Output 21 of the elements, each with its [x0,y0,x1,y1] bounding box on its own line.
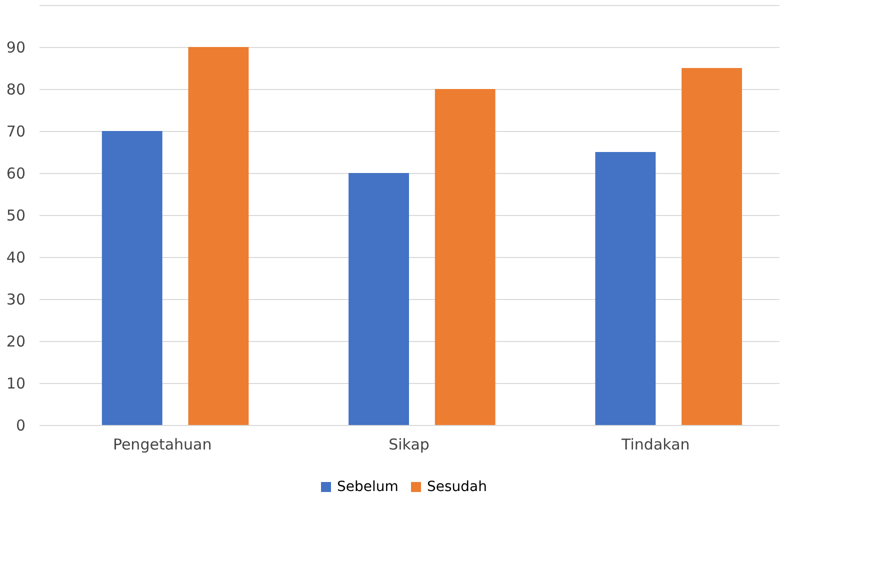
x-tick-label: Tindakan [620,436,690,454]
y-tick-label: 80 [6,80,26,98]
bar [434,89,496,425]
bar [102,131,162,425]
x-tick-label: Sikap [388,436,430,454]
y-tick-label: 30 [6,290,26,308]
bar [595,152,656,425]
y-tick-label: 90 [6,38,26,56]
y-tick-label: 40 [6,248,26,266]
y-tick-label: 60 [6,164,26,182]
legend-label: Sesudah [427,479,488,495]
bar [348,173,409,425]
bar [188,47,249,425]
legend-label: Sebelum [337,479,398,495]
y-tick-label: 50 [6,206,26,224]
y-tick-label: 0 [16,416,26,434]
y-tick-label: 70 [6,122,26,140]
y-tick-label: 10 [6,374,26,392]
y-tick-label: 20 [6,332,26,350]
bar [682,68,742,425]
x-tick-label: Pengetahuan [112,436,212,454]
